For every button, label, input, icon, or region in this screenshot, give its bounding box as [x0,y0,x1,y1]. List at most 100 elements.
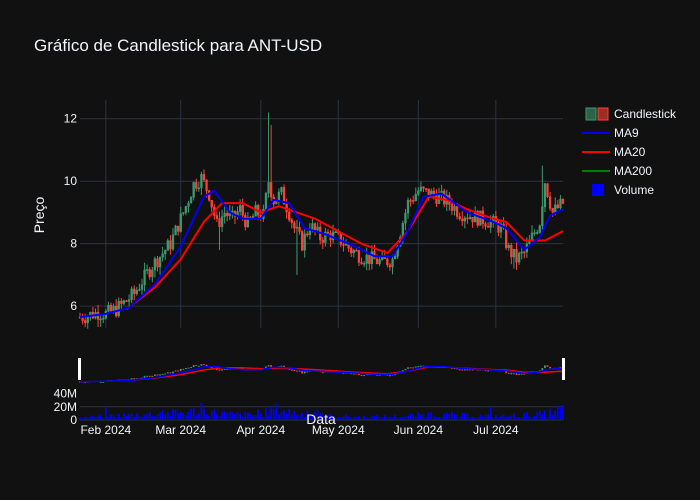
volume-bar [187,411,190,420]
legend-item-volume[interactable]: Volume [592,183,654,197]
slider-candle [153,374,156,376]
slider-candle [166,372,169,374]
legend-item-candlestick[interactable]: Candlestick [585,107,677,121]
volume-bar [427,412,430,420]
volume-bar [314,411,316,420]
volume-bar [443,413,446,420]
legend[interactable]: Candlestick MA9 MA20 MA200 Volume [582,107,677,197]
slider-candle [523,373,526,375]
volume-bar [262,417,265,420]
candle-body [223,212,226,217]
candle-up [463,216,467,229]
volume-bar [360,418,363,420]
range-handle-left[interactable] [78,358,81,380]
volume-bar [389,416,391,420]
candle-up [507,242,510,251]
volume-bar [376,414,378,420]
volume-bar [218,415,221,420]
slider-candle [352,373,355,375]
x-tick-label: Mar 2024 [155,423,206,437]
candle-up [559,194,562,210]
slider-candle [293,370,296,372]
candle-body [497,222,500,233]
slider-candle [466,369,469,371]
range-slider[interactable] [78,354,565,384]
range-handle-right[interactable] [562,358,565,380]
volume-bar [471,416,474,420]
legend-item-ma20[interactable]: MA20 [582,145,646,159]
legend-item-ma9[interactable]: MA9 [582,126,639,140]
candle-body [303,233,306,251]
slider-candle [469,369,471,371]
volume-bar [451,412,453,420]
slider-candle [184,368,187,370]
candle-body [197,187,200,190]
volume-bar [172,408,174,420]
candle-body [138,289,141,291]
volume-bar [97,415,99,420]
candle-body [316,226,319,231]
y-tick-label: 8 [70,237,77,251]
candle-down [326,229,330,235]
volume-bar [221,412,223,420]
candle-body [453,206,456,211]
candle-body [419,186,423,191]
candle-body [406,200,410,214]
volume-bar [365,418,368,420]
volume-bar [213,408,216,420]
candle-down [342,236,345,252]
candle-body [210,199,213,208]
slider-candle [143,375,146,378]
slider-candle [223,368,226,370]
slider-candle [541,368,544,371]
candle-up [138,283,141,292]
slider-candle [187,367,190,369]
candle-body [523,251,526,254]
slider-candle [270,365,273,367]
volume-bar [407,415,409,420]
candle-down [109,302,113,313]
candle-body [156,258,159,268]
candle-up [164,249,167,260]
volume-bar [112,415,115,420]
slider-candle [487,370,490,372]
candle-body [226,212,229,217]
slider-candle [192,365,195,367]
volume-bar [146,413,149,420]
candle-body [357,250,361,263]
candle-body [282,187,286,205]
volume-bar [513,413,515,420]
volume-tick-label: 20M [54,400,77,414]
candle-body [148,269,151,278]
candle-body [530,232,534,240]
slider-candle [146,375,149,377]
volume-bar [440,417,443,420]
slider-candle [99,381,102,383]
volume-bar [487,414,490,420]
slider-candle [414,366,417,368]
volume-bar [241,417,244,420]
slider-candle [215,369,218,371]
candle-body [520,251,523,254]
x-tick-label: Jun 2024 [394,423,444,437]
candle-body [388,264,392,268]
slider-candle [463,369,466,371]
volume-bar [169,415,172,420]
volume-bar [254,414,257,420]
volume-bar [425,417,428,420]
volume-bar [500,415,502,420]
slider-candle [296,370,298,372]
volume-bar [381,418,384,420]
volume-bar [143,414,146,420]
volume-bar [117,413,120,420]
volume-bar [303,417,306,420]
volume-bar [345,414,347,420]
candle-body [417,190,420,195]
legend-item-ma200[interactable]: MA200 [582,164,652,178]
candle-up [143,262,146,292]
candle-up [122,299,126,306]
legend-label: Volume [614,183,654,197]
volume-bar [239,413,242,420]
volume-bar [277,414,280,420]
volume-bar [316,409,319,420]
